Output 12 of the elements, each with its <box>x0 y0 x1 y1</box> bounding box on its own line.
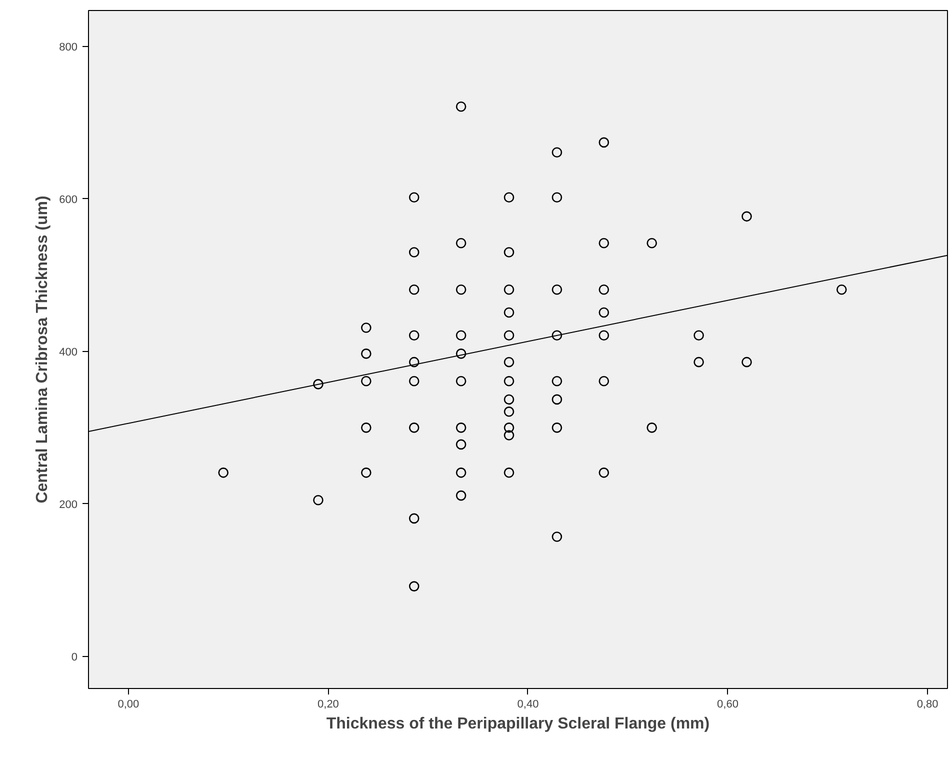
y-tick-label: 0 <box>71 651 78 664</box>
y-axis-title: Central Lamina Cribrosa Thickness (um) <box>34 196 52 504</box>
y-tick-label: 800 <box>59 41 78 54</box>
x-tick-label: 0,00 <box>118 698 140 710</box>
x-tick-label: 0,80 <box>916 698 938 710</box>
x-axis-title: Thickness of the Peripapillary Scleral Flange (mm) <box>326 716 710 732</box>
y-tick-label: 400 <box>59 346 78 358</box>
x-tick-label: 0,60 <box>717 698 738 710</box>
x-tick-label: 0,20 <box>318 698 339 710</box>
x-tick-label: 0,40 <box>517 698 539 710</box>
y-tick-label: 600 <box>59 194 78 206</box>
y-tick-label: 200 <box>59 498 78 511</box>
